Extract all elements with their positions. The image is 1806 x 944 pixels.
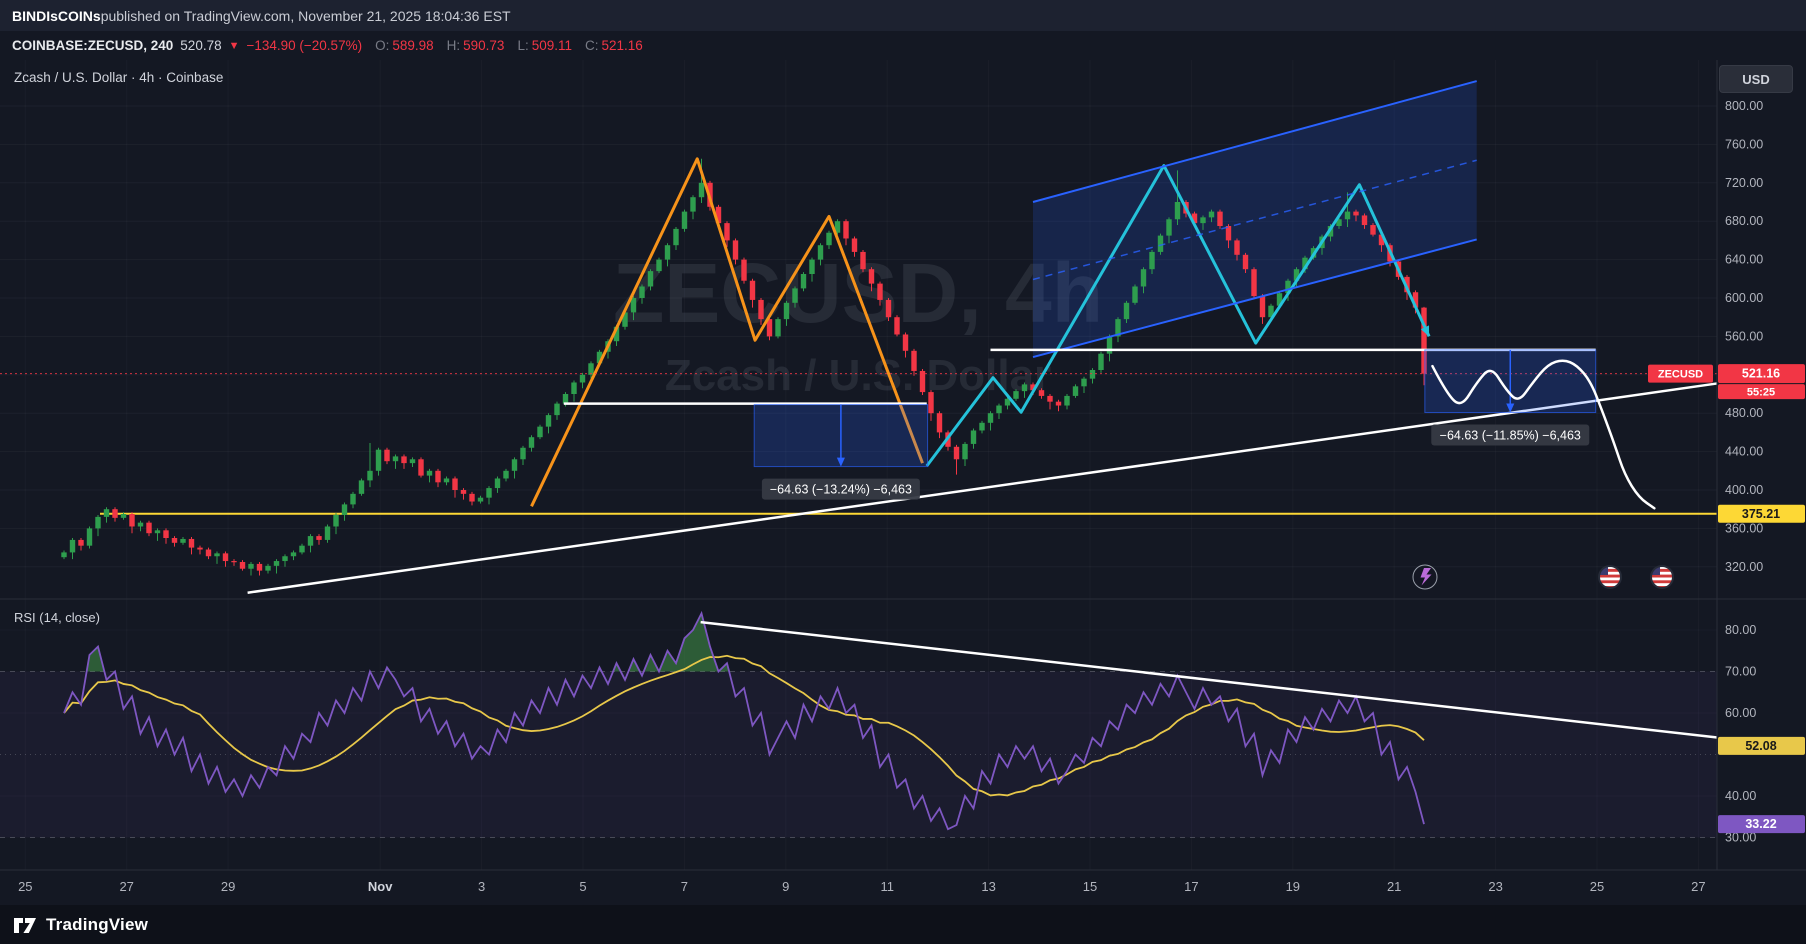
svg-text:52.08: 52.08 bbox=[1745, 739, 1776, 753]
rsi-value-badge: 33.22 bbox=[1718, 815, 1805, 834]
svg-text:680.00: 680.00 bbox=[1725, 214, 1763, 228]
author-name: BINDIsCOINs bbox=[12, 7, 101, 24]
price-axis[interactable] bbox=[1717, 60, 1806, 870]
chart-area: ZECUSD, 4h Zcash / U.S. Dollar −64.63 (−13… bbox=[0, 60, 1806, 905]
svg-text:−64.63 (−11.85%) −6,463: −64.63 (−11.85%) −6,463 bbox=[1440, 429, 1581, 443]
svg-text:19: 19 bbox=[1286, 879, 1300, 894]
last-price: 520.78 bbox=[180, 38, 222, 53]
high-value: 590.73 bbox=[463, 38, 505, 53]
svg-text:17: 17 bbox=[1184, 879, 1198, 894]
price-axis-labels: 800.00 760.00 720.00 680.00 640.00 600.00 560.… bbox=[1725, 99, 1763, 845]
last-price-badge: 521.16 bbox=[1718, 364, 1805, 384]
attribution-bar: BINDIsCOINs published on TradingView.com… bbox=[0, 0, 1806, 31]
svg-text:720.00: 720.00 bbox=[1725, 176, 1763, 190]
svg-text:600.00: 600.00 bbox=[1725, 291, 1763, 305]
svg-text:440.00: 440.00 bbox=[1725, 445, 1763, 459]
rsi-line bbox=[63, 610, 1425, 831]
open-label: O: bbox=[375, 38, 390, 53]
svg-text:3: 3 bbox=[478, 879, 485, 894]
svg-text:25: 25 bbox=[1590, 879, 1604, 894]
svg-text:480.00: 480.00 bbox=[1725, 406, 1763, 420]
svg-text:29: 29 bbox=[221, 879, 235, 894]
svg-text:21: 21 bbox=[1387, 879, 1401, 894]
close-label: C: bbox=[585, 38, 599, 53]
rsi-legend[interactable]: RSI (14, close) bbox=[14, 610, 100, 625]
time-axis-labels: 25 27 29 Nov 3 5 7 9 11 13 15 17 19 21 23 25 27 bbox=[18, 879, 1706, 894]
svg-text:80.00: 80.00 bbox=[1725, 623, 1756, 637]
svg-text:ZECUSD: ZECUSD bbox=[1658, 369, 1703, 381]
svg-text:560.00: 560.00 bbox=[1725, 329, 1763, 343]
symbol-label: COINBASE:ZECUSD, 240 bbox=[12, 38, 174, 53]
channel-fill[interactable] bbox=[1033, 81, 1477, 358]
down-arrow-icon: ▼ bbox=[228, 39, 240, 52]
svg-text:Zcash / U.S. Dollar: Zcash / U.S. Dollar bbox=[665, 351, 1051, 400]
bar-countdown-badge: 55:25 bbox=[1718, 384, 1805, 400]
svg-text:33.22: 33.22 bbox=[1745, 817, 1776, 831]
svg-text:40.00: 40.00 bbox=[1725, 789, 1756, 803]
price-change: −134.90 (−20.57%) bbox=[246, 38, 363, 53]
svg-text:60.00: 60.00 bbox=[1725, 706, 1756, 720]
projection-drawing[interactable] bbox=[1431, 359, 1656, 510]
svg-text:13: 13 bbox=[981, 879, 995, 894]
svg-text:−64.63 (−13.24%) −6,463: −64.63 (−13.24%) −6,463 bbox=[770, 483, 912, 497]
low-label: L: bbox=[517, 38, 529, 53]
svg-text:27: 27 bbox=[1691, 879, 1705, 894]
open-value: 589.98 bbox=[392, 38, 434, 53]
price-range-measurement[interactable]: −64.63 (−13.24%) −6,463 bbox=[753, 404, 929, 500]
symbol-price-label: ZECUSD bbox=[1648, 364, 1713, 383]
gridlines bbox=[0, 60, 1717, 870]
svg-text:800.00: 800.00 bbox=[1725, 99, 1763, 113]
svg-text:760.00: 760.00 bbox=[1725, 137, 1763, 151]
svg-text:640.00: 640.00 bbox=[1725, 253, 1763, 267]
svg-text:5: 5 bbox=[579, 879, 586, 894]
time-axis[interactable] bbox=[0, 870, 1806, 905]
svg-text:55:25: 55:25 bbox=[1747, 387, 1775, 399]
svg-text:9: 9 bbox=[782, 879, 789, 894]
svg-text:11: 11 bbox=[880, 879, 894, 894]
tradingview-brand[interactable]: TradingView bbox=[46, 914, 149, 934]
currency-toggle-button[interactable]: USD bbox=[1719, 65, 1793, 93]
svg-text:23: 23 bbox=[1488, 879, 1502, 894]
svg-text:360.00: 360.00 bbox=[1725, 521, 1763, 535]
svg-text:70.00: 70.00 bbox=[1725, 665, 1756, 679]
symbol-ohlc-bar: COINBASE:ZECUSD, 240 520.78 ▼ −134.90 (−… bbox=[0, 31, 1806, 60]
channel-mid-line[interactable] bbox=[1032, 159, 1477, 281]
ascending-trendline[interactable] bbox=[247, 382, 1718, 594]
svg-text:375.21: 375.21 bbox=[1742, 507, 1780, 521]
svg-text:25: 25 bbox=[18, 879, 32, 894]
candlesticks bbox=[61, 158, 1427, 576]
orange-zigzag-line[interactable] bbox=[530, 157, 924, 507]
rsi-band bbox=[0, 671, 1717, 838]
chart-legend[interactable]: Zcash / U.S. Dollar · 4h · Coinbase bbox=[14, 70, 223, 85]
svg-text:7: 7 bbox=[681, 879, 688, 894]
tradingview-logo-icon[interactable] bbox=[13, 913, 37, 937]
svg-text:Nov: Nov bbox=[368, 879, 393, 894]
svg-text:400.00: 400.00 bbox=[1725, 483, 1763, 497]
channel-bottom-line[interactable] bbox=[1032, 238, 1477, 359]
rsi-trendline[interactable] bbox=[700, 620, 1718, 739]
svg-text:30.00: 30.00 bbox=[1725, 831, 1756, 845]
tradingview-footer: TradingView bbox=[0, 905, 1806, 944]
high-label: H: bbox=[446, 38, 461, 53]
svg-text:15: 15 bbox=[1083, 879, 1097, 894]
attribution-text: published on TradingView.com, November 2… bbox=[100, 7, 511, 24]
event-icons bbox=[1412, 564, 1674, 590]
low-value: 509.11 bbox=[531, 38, 572, 53]
rsi-ma-badge: 52.08 bbox=[1718, 736, 1805, 755]
svg-text:27: 27 bbox=[119, 879, 133, 894]
svg-text:320.00: 320.00 bbox=[1725, 560, 1763, 574]
rsi-ma-line bbox=[63, 654, 1425, 797]
channel-top-line[interactable] bbox=[1032, 80, 1477, 203]
close-value: 521.16 bbox=[601, 38, 643, 53]
svg-text:521.16: 521.16 bbox=[1742, 367, 1780, 381]
yellow-level-badge: 375.21 bbox=[1718, 504, 1805, 523]
